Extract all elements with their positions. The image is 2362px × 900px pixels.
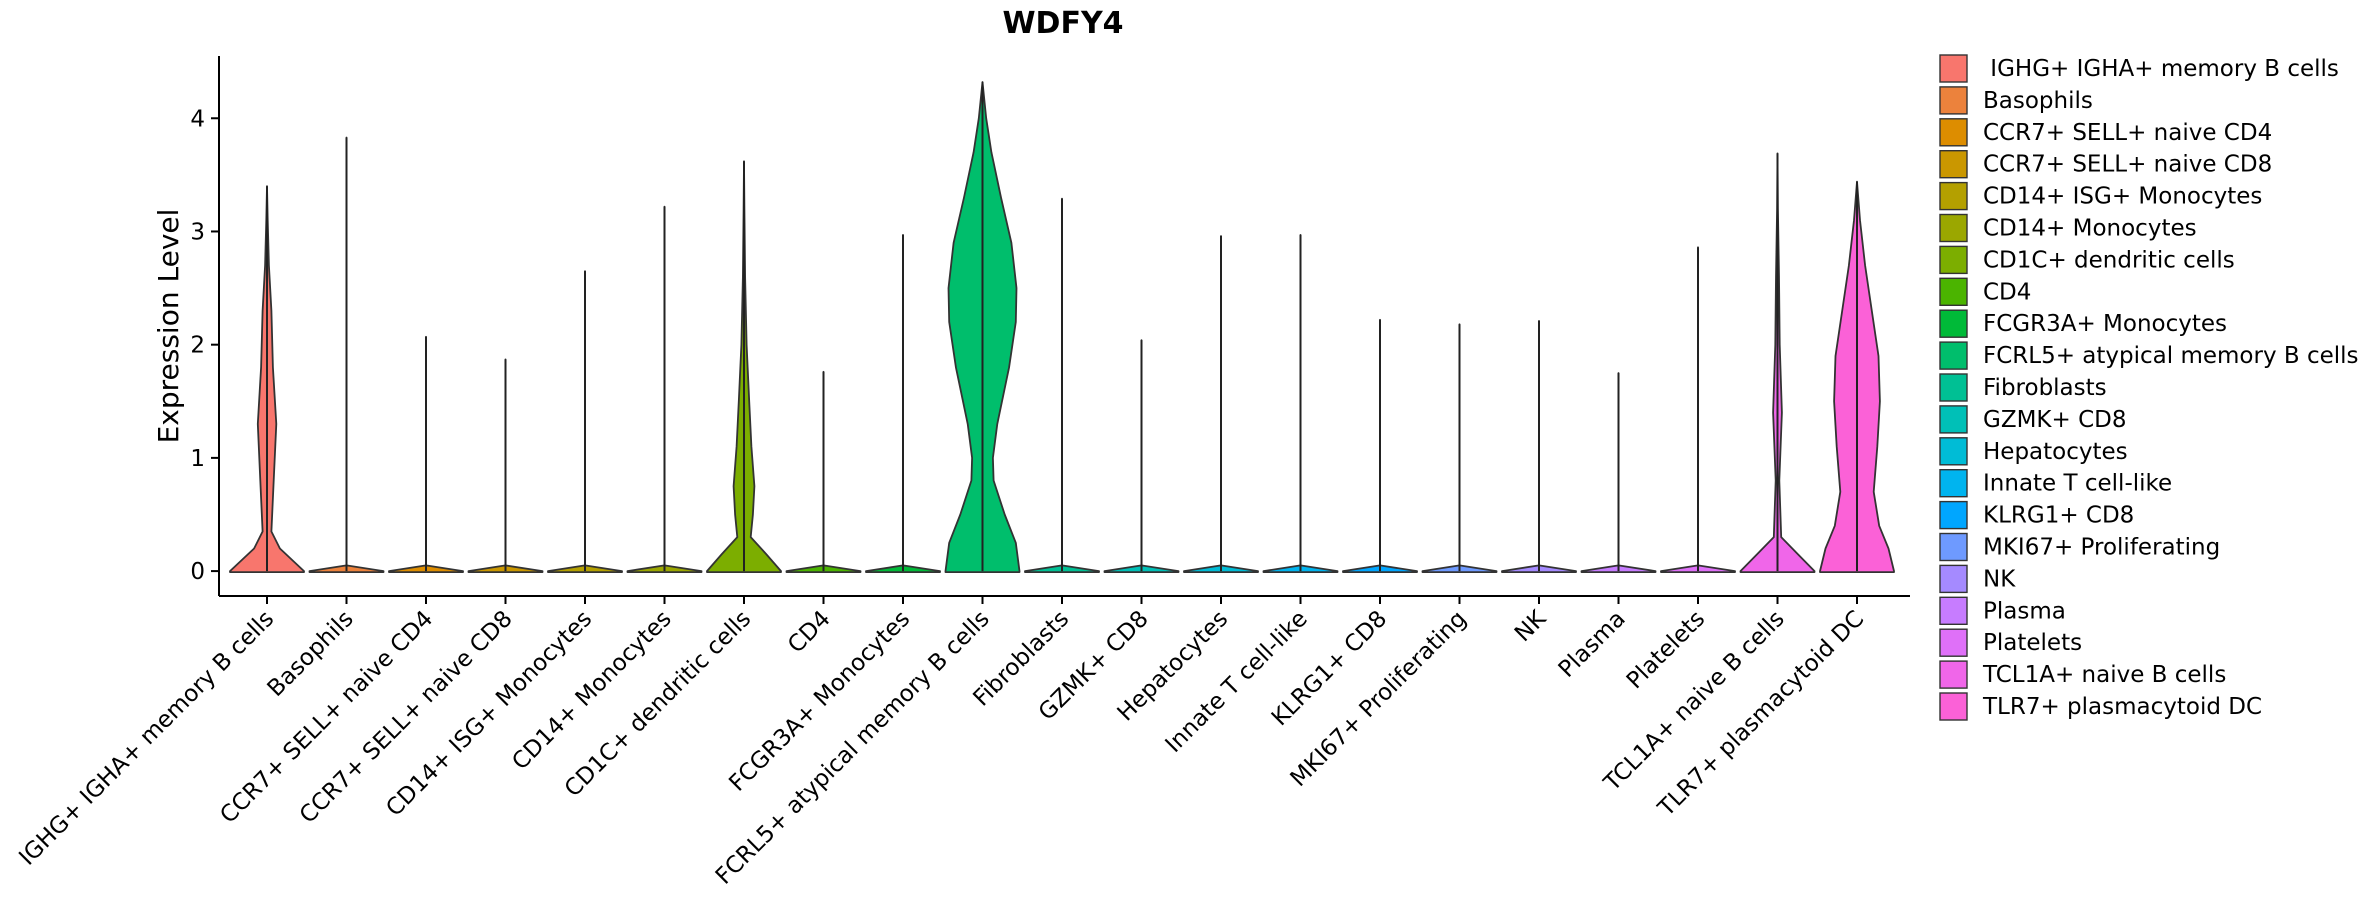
legend-label: KLRG1+ CD8 <box>1983 503 2134 529</box>
legend-swatch <box>1939 405 1968 434</box>
legend-swatch <box>1939 309 1968 338</box>
legend-swatch <box>1939 373 1968 402</box>
legend-label: FCRL5+ atypical memory B cells <box>1983 343 2359 369</box>
y-tick-label: 0 <box>190 559 205 585</box>
legend-swatch <box>1939 564 1968 594</box>
x-ticks: IGHG+ IGHA+ memory B cellsBasophilsCCR7+… <box>14 596 1869 890</box>
x-tick-label: IGHG+ IGHA+ memory B cells <box>14 606 279 871</box>
legend-label: TLR7+ plasmacytoid DC <box>1982 694 2262 720</box>
y-ticks: 0 1 2 3 4 <box>190 106 219 585</box>
legend-label: CCR7+ SELL+ naive CD8 <box>1983 152 2272 178</box>
legend-swatch <box>1939 437 1968 466</box>
legend-swatch <box>1939 469 1968 498</box>
legend-swatch <box>1939 149 1968 179</box>
y-tick-label: 3 <box>190 219 205 245</box>
legend-label: CCR7+ SELL+ naive CD4 <box>1983 120 2272 146</box>
legend-label: CD14+ Monocytes <box>1983 216 2197 242</box>
legend-swatch <box>1939 213 1968 243</box>
legend-swatch <box>1939 54 1968 83</box>
legend-label: Innate T cell-like <box>1983 471 2172 497</box>
legend-label: CD4 <box>1983 279 2031 305</box>
y-tick-label: 4 <box>190 106 205 132</box>
legend-swatch <box>1939 532 1968 562</box>
x-tick-label: FCRL5+ atypical memory B cells <box>711 606 995 890</box>
legend-swatch <box>1939 277 1968 306</box>
legend-label: TCL1A+ naive B cells <box>1982 662 2226 688</box>
chart-title: WDFY4 <box>1002 6 1123 41</box>
legend-swatch <box>1939 500 1968 530</box>
x-tick-label: NK <box>1510 605 1552 647</box>
y-tick-label: 1 <box>190 446 205 472</box>
legend-label: CD14+ ISG+ Monocytes <box>1983 184 2262 210</box>
y-tick-label: 2 <box>190 333 205 359</box>
legend-swatch <box>1939 660 1968 689</box>
y-axis-label: Expression Level <box>152 209 185 444</box>
legend-swatch <box>1939 245 1968 275</box>
x-tick-label: CD14+ Monocytes <box>507 606 676 775</box>
legend-swatch <box>1939 596 1968 625</box>
legend: IGHG+ IGHA+ memory B cells Basophils CCR7+… <box>1939 54 2359 721</box>
legend-swatch <box>1939 118 1968 147</box>
violins <box>229 81 1895 573</box>
legend-swatch <box>1939 341 1968 370</box>
x-tick-label: Innate T cell-like <box>1161 606 1313 758</box>
legend-swatch <box>1939 692 1968 721</box>
legend-label: Platelets <box>1983 630 2082 656</box>
legend-label: Hepatocytes <box>1983 439 2128 465</box>
legend-label: GZMK+ CD8 <box>1983 407 2127 433</box>
legend-label: CD1C+ dendritic cells <box>1983 247 2235 273</box>
legend-label: Fibroblasts <box>1983 375 2107 401</box>
legend-label: NK <box>1983 566 2016 592</box>
legend-label: IGHG+ IGHA+ memory B cells <box>1983 56 2339 82</box>
legend-label: FCGR3A+ Monocytes <box>1983 311 2227 337</box>
legend-swatch <box>1939 628 1968 657</box>
x-tick-label: CD4 <box>783 606 836 659</box>
x-tick-label: Plasma <box>1554 606 1631 683</box>
legend-label: Basophils <box>1983 88 2093 114</box>
legend-swatch <box>1939 86 1968 115</box>
legend-label: Plasma <box>1983 598 2066 624</box>
legend-label: MKI67+ Proliferating <box>1983 535 2220 561</box>
legend-swatch <box>1939 181 1968 211</box>
